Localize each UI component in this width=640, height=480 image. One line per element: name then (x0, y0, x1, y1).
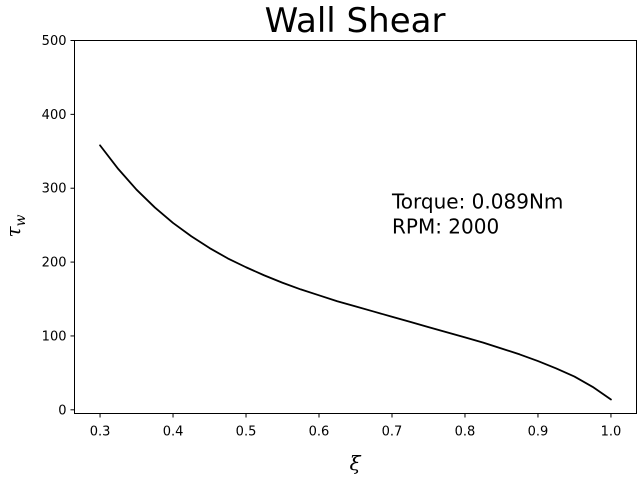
wall-shear-curve (99, 144, 612, 401)
x-tick-label: 0.8 (455, 425, 476, 440)
x-tick-label: 0.3 (90, 425, 111, 440)
x-axis-ticks: 0.3 0.4 0.5 0.6 0.7 0.8 0.9 1.0 (90, 413, 622, 440)
rpm-annotation-line: RPM: 2000 (392, 214, 499, 238)
y-axis-ticks: 0 100 200 300 400 500 (42, 34, 75, 418)
y-tick-label: 100 (42, 329, 67, 344)
y-axis-label: τw (1, 214, 29, 237)
y-tick-label: 500 (42, 34, 67, 49)
x-tick-label: 0.7 (382, 425, 403, 440)
chart-title: Wall Shear (265, 1, 446, 41)
torque-annotation-line: Torque: 0.089Nm (391, 189, 563, 213)
y-tick-label: 200 (42, 256, 67, 271)
plot-area-frame (74, 40, 637, 414)
x-tick-label: 0.9 (528, 425, 549, 440)
x-tick-label: 1.0 (601, 425, 622, 440)
y-tick-label: 0 (58, 403, 66, 418)
y-tick-label: 400 (42, 108, 67, 123)
x-tick-label: 0.6 (309, 425, 330, 440)
torque-rpm-annotation: Torque: 0.089Nm RPM: 2000 (391, 189, 570, 238)
x-tick-label: 0.4 (163, 425, 184, 440)
y-axis-label-base: τ (1, 226, 25, 238)
x-axis-label: ξ (349, 451, 361, 475)
y-tick-label: 300 (42, 182, 67, 197)
y-axis-label-subscript: w (13, 214, 29, 226)
x-tick-label: 0.5 (236, 425, 257, 440)
